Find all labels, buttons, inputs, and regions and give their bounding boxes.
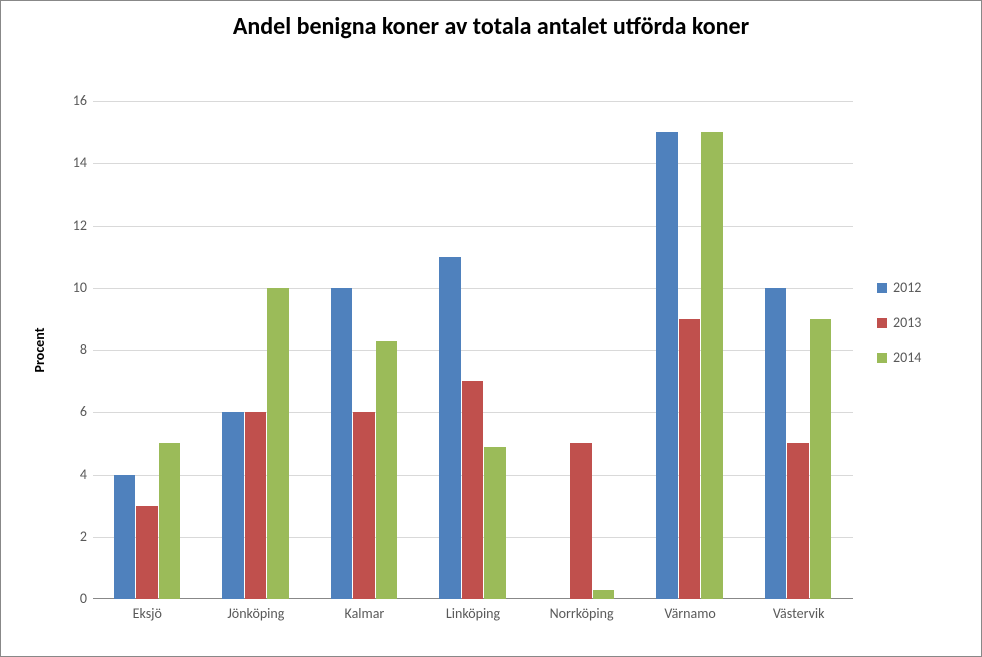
chart-title: Andel benigna koner av totala antalet ut… xyxy=(1,13,981,41)
y-tick-label: 0 xyxy=(57,590,87,607)
grid-line xyxy=(93,350,853,351)
grid-line xyxy=(93,163,853,164)
legend-swatch xyxy=(877,353,887,363)
chart-frame: Andel benigna koner av totala antalet ut… xyxy=(0,0,982,657)
grid-line xyxy=(93,101,853,102)
y-tick-label: 8 xyxy=(57,341,87,358)
bar xyxy=(787,443,808,599)
bar xyxy=(765,288,786,599)
legend-label: 2012 xyxy=(893,279,921,296)
x-tick-label: Värnamo xyxy=(636,605,745,622)
bar xyxy=(376,341,397,599)
bar xyxy=(159,443,180,599)
bar xyxy=(353,412,374,599)
x-tick-label: Eksjö xyxy=(93,605,202,622)
bar xyxy=(222,412,243,599)
x-tick-label: Jönköping xyxy=(202,605,311,622)
bar xyxy=(679,319,700,599)
grid-line xyxy=(93,288,853,289)
bar xyxy=(656,132,677,599)
bar xyxy=(570,443,591,599)
bar xyxy=(484,447,505,600)
bar xyxy=(810,319,831,599)
legend-label: 2014 xyxy=(893,349,921,366)
bar xyxy=(114,475,135,600)
x-tick-label: Kalmar xyxy=(310,605,419,622)
legend: 2012 2013 2014 xyxy=(877,279,921,384)
legend-swatch xyxy=(877,283,887,293)
y-axis-title: Procent xyxy=(31,290,48,410)
x-tick-label: Linköping xyxy=(419,605,528,622)
plot-area xyxy=(93,101,853,599)
y-tick-label: 12 xyxy=(57,217,87,234)
grid-line xyxy=(93,226,853,227)
legend-label: 2013 xyxy=(893,314,921,331)
x-tick-label: Västervik xyxy=(744,605,853,622)
bar xyxy=(701,132,722,599)
legend-item: 2014 xyxy=(877,349,921,366)
bar xyxy=(267,288,288,599)
bar xyxy=(136,506,157,599)
y-tick-label: 10 xyxy=(57,279,87,296)
bar xyxy=(593,590,614,599)
bar xyxy=(245,412,266,599)
x-tick-label: Norrköping xyxy=(527,605,636,622)
y-tick-label: 2 xyxy=(57,528,87,545)
y-tick-label: 16 xyxy=(57,92,87,109)
legend-swatch xyxy=(877,318,887,328)
bar xyxy=(331,288,352,599)
legend-item: 2012 xyxy=(877,279,921,296)
y-tick-label: 6 xyxy=(57,403,87,420)
bar xyxy=(439,257,460,599)
y-tick-label: 14 xyxy=(57,154,87,171)
legend-item: 2013 xyxy=(877,314,921,331)
y-tick-label: 4 xyxy=(57,466,87,483)
bar xyxy=(462,381,483,599)
